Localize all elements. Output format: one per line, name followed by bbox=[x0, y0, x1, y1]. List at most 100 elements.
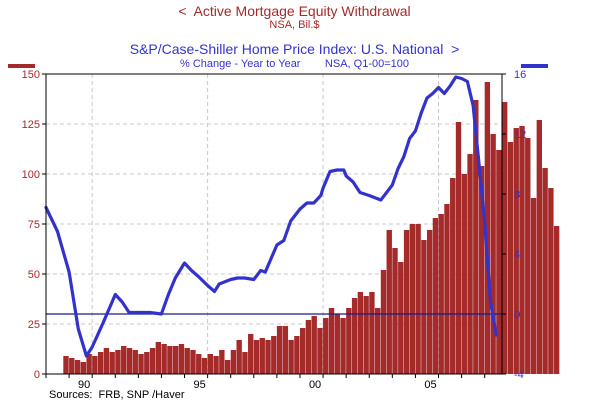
bar bbox=[230, 350, 237, 374]
right-series-subtitle: % Change - Year to Year NSA, Q1-00=100 bbox=[179, 58, 409, 70]
bar bbox=[426, 230, 433, 374]
bar bbox=[421, 240, 427, 374]
bar bbox=[276, 326, 283, 374]
left-series-title: < Active Mortgage Equity Withdrawal bbox=[178, 3, 411, 19]
bar bbox=[392, 248, 398, 374]
bar bbox=[282, 326, 289, 374]
bar bbox=[369, 292, 375, 374]
right-series-legend-swatch bbox=[521, 64, 548, 68]
bar bbox=[473, 100, 479, 374]
bar bbox=[63, 356, 69, 374]
bar bbox=[69, 358, 75, 374]
bar bbox=[97, 352, 104, 374]
bar bbox=[86, 354, 92, 374]
bar bbox=[409, 224, 416, 374]
bar bbox=[126, 348, 133, 374]
bar bbox=[253, 340, 260, 374]
bar bbox=[351, 298, 358, 374]
right-tick-label: 8 bbox=[514, 189, 520, 201]
bar bbox=[530, 198, 537, 374]
bar bbox=[149, 348, 156, 374]
bar bbox=[519, 126, 525, 374]
bar bbox=[288, 340, 294, 374]
bar bbox=[403, 230, 410, 374]
bar bbox=[92, 356, 98, 374]
bar bbox=[513, 128, 519, 374]
bar bbox=[455, 122, 462, 374]
bar bbox=[178, 344, 185, 374]
bar bbox=[236, 340, 242, 374]
right-tick-label: 12 bbox=[514, 129, 526, 141]
x-tick-label: 00 bbox=[309, 379, 321, 391]
bar bbox=[553, 226, 560, 374]
bar bbox=[299, 328, 306, 374]
bar bbox=[328, 308, 335, 374]
bar bbox=[398, 262, 404, 374]
bar bbox=[375, 308, 381, 374]
x-tick-label: 95 bbox=[193, 379, 205, 391]
bar bbox=[219, 350, 225, 374]
bar bbox=[103, 348, 110, 374]
bar bbox=[196, 354, 202, 374]
bar bbox=[115, 350, 121, 374]
bar bbox=[346, 308, 352, 374]
bar bbox=[109, 352, 115, 374]
bar bbox=[259, 338, 265, 374]
x-tick-label: 05 bbox=[424, 379, 436, 391]
right-tick-label: 16 bbox=[514, 69, 526, 81]
bar bbox=[415, 224, 421, 374]
bar bbox=[357, 292, 364, 374]
left-tick-label: 0 bbox=[34, 369, 40, 381]
bar bbox=[507, 142, 514, 374]
left-tick-label: 100 bbox=[22, 169, 40, 181]
bar bbox=[74, 360, 81, 374]
left-tick-label: 150 bbox=[22, 69, 40, 81]
bar bbox=[536, 120, 543, 374]
bar bbox=[450, 178, 456, 374]
bar bbox=[444, 204, 450, 374]
bar bbox=[155, 342, 162, 374]
bar bbox=[334, 314, 340, 374]
bar bbox=[323, 318, 329, 374]
bar bbox=[121, 346, 127, 374]
bar bbox=[542, 168, 548, 374]
left-series-legend-swatch bbox=[8, 64, 35, 68]
bar bbox=[161, 344, 167, 374]
bar bbox=[467, 154, 473, 374]
bar bbox=[305, 320, 312, 374]
bar bbox=[213, 356, 219, 374]
bar bbox=[363, 296, 369, 374]
bar bbox=[242, 352, 248, 374]
bar bbox=[138, 354, 144, 374]
bar bbox=[207, 354, 213, 374]
bar bbox=[144, 352, 150, 374]
bar bbox=[496, 150, 502, 374]
bar bbox=[386, 230, 392, 374]
bar bbox=[438, 214, 444, 374]
left-tick-label: 50 bbox=[28, 269, 40, 281]
bar bbox=[525, 138, 531, 374]
bar bbox=[265, 340, 271, 374]
bar bbox=[340, 318, 346, 374]
bar bbox=[294, 336, 300, 374]
bar bbox=[190, 350, 196, 374]
axis-ticks: 0 25 50 75 100 125 150 -4 0 4 8 12 16 90 95 00 05 bbox=[22, 69, 527, 391]
right-tick-label: 4 bbox=[514, 249, 520, 261]
bar bbox=[478, 166, 485, 374]
bar bbox=[502, 102, 508, 374]
bar bbox=[461, 174, 467, 374]
bar bbox=[380, 270, 387, 374]
bar bbox=[224, 360, 231, 374]
bar bbox=[548, 188, 554, 374]
bar bbox=[132, 350, 138, 374]
bar bbox=[201, 358, 208, 374]
home-price-line bbox=[44, 75, 498, 358]
bar bbox=[311, 316, 317, 374]
bar bbox=[484, 82, 491, 374]
left-tick-label: 25 bbox=[28, 319, 40, 331]
bar bbox=[172, 346, 179, 374]
bar bbox=[80, 362, 87, 374]
right-tick-label: -4 bbox=[514, 369, 524, 381]
bar bbox=[184, 348, 190, 374]
